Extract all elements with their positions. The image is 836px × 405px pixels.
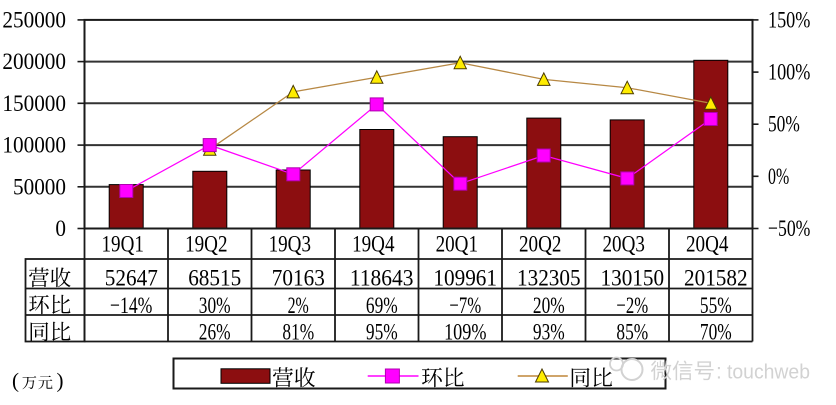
svg-text:93%: 93%	[533, 320, 565, 346]
svg-text:20Q3: 20Q3	[603, 232, 645, 257]
svg-text:68515: 68515	[188, 266, 241, 292]
svg-text:26%: 26%	[199, 320, 231, 346]
svg-text:19Q2: 19Q2	[185, 232, 227, 257]
svg-text:150%: 150%	[768, 7, 810, 33]
svg-text:(: (	[12, 368, 19, 392]
svg-text:19Q4: 19Q4	[352, 232, 395, 257]
svg-text:85%: 85%	[616, 320, 648, 346]
svg-text:150000: 150000	[2, 91, 66, 117]
svg-text:50%: 50%	[768, 112, 800, 138]
svg-text:): )	[57, 368, 64, 392]
svg-text:109%: 109%	[444, 320, 486, 346]
svg-text:−2%: −2%	[616, 293, 648, 319]
svg-text:109961: 109961	[433, 266, 497, 292]
svg-text:100000: 100000	[2, 133, 66, 159]
svg-text:200000: 200000	[2, 49, 66, 75]
svg-text:130150: 130150	[601, 266, 665, 292]
svg-text:20%: 20%	[533, 293, 565, 319]
svg-text:69%: 69%	[366, 293, 398, 319]
svg-text:100%: 100%	[768, 60, 810, 86]
svg-text:70163: 70163	[272, 266, 325, 292]
svg-text:52647: 52647	[105, 266, 158, 292]
svg-text:20Q4: 20Q4	[686, 232, 729, 257]
svg-text::: :	[716, 361, 722, 384]
svg-text:20Q2: 20Q2	[519, 232, 561, 257]
svg-text:55%: 55%	[700, 293, 732, 319]
svg-text:132305: 132305	[517, 266, 581, 292]
svg-text:19Q1: 19Q1	[102, 232, 144, 257]
svg-text:−14%: −14%	[110, 293, 152, 319]
svg-text:20Q1: 20Q1	[436, 232, 478, 257]
svg-text:touchweb: touchweb	[727, 362, 810, 384]
svg-text:2%: 2%	[288, 293, 309, 319]
svg-text:0: 0	[55, 216, 66, 242]
svg-text:−7%: −7%	[449, 293, 481, 319]
svg-text:95%: 95%	[366, 320, 398, 346]
svg-text:81%: 81%	[282, 320, 314, 346]
svg-text:50000: 50000	[13, 174, 66, 200]
svg-text:118643: 118643	[350, 266, 414, 292]
svg-text:30%: 30%	[199, 293, 231, 319]
svg-text:70%: 70%	[700, 320, 732, 346]
svg-text:0%: 0%	[768, 164, 789, 190]
svg-text:250000: 250000	[2, 7, 66, 33]
svg-text:201582: 201582	[684, 266, 748, 292]
svg-text:−50%: −50%	[768, 216, 810, 242]
svg-text:19Q3: 19Q3	[269, 232, 311, 257]
